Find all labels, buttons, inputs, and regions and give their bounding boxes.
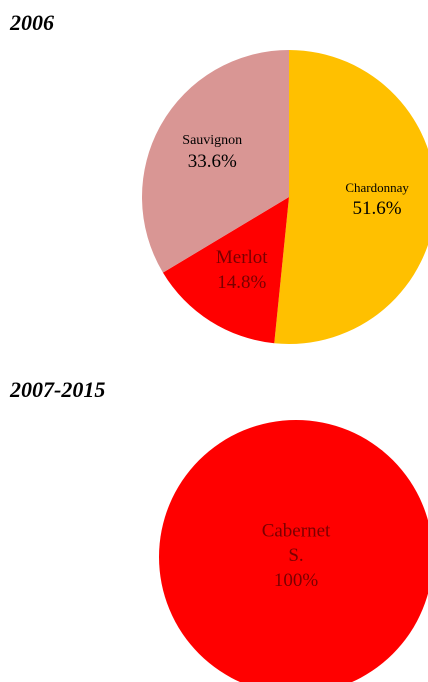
pie-slice (159, 420, 428, 682)
slice-value-label: 33.6% (188, 151, 237, 172)
slice-value-label: 100% (274, 570, 319, 591)
pie-slice (162, 197, 289, 344)
pie-slice (274, 50, 428, 344)
slice-value-label: 14.8% (217, 272, 266, 293)
slice-value-label: 51.6% (353, 198, 402, 219)
chart-title: 2007-2015 (9, 377, 105, 402)
pie-slice (142, 50, 289, 273)
slice-label: Sauvignon (182, 133, 242, 148)
chart-title: 2006 (9, 10, 54, 35)
slice-label: Chardonnay (345, 180, 409, 195)
slice-label: Cabernet S. (262, 521, 331, 567)
slice-label: Merlot (216, 247, 268, 268)
